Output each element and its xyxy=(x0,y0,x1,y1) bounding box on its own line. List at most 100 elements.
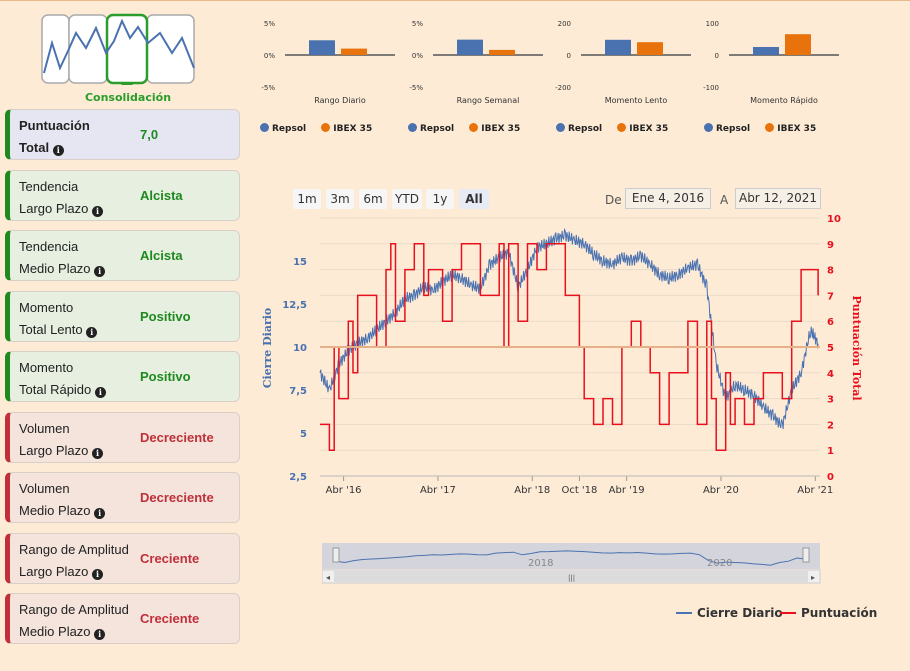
info-icon[interactable]: i xyxy=(94,508,106,519)
right-ytick-label: 5 xyxy=(827,343,834,354)
scroll-right-icon: ▸ xyxy=(811,573,815,582)
mini-bar-repsol xyxy=(605,39,631,55)
date-from-input[interactable]: Ene 4, 2016 xyxy=(625,188,711,209)
mini-ytick-label: -5% xyxy=(409,84,423,92)
right-ytick-label: 8 xyxy=(827,266,834,277)
left-ytick-label: 15 xyxy=(293,257,307,268)
navigator-mask xyxy=(322,543,820,569)
card-label: Momento Total Lento i xyxy=(19,297,98,341)
consolidation-pattern-icon xyxy=(41,13,195,85)
xtick-label: Abr '21 xyxy=(797,485,833,496)
card-value: Decreciente xyxy=(140,490,214,505)
info-icon[interactable]: i xyxy=(92,206,104,217)
mini-ytick-label: -100 xyxy=(703,84,719,92)
mini-ytick-label: -5% xyxy=(261,84,275,92)
mini-chart-title: Momento Rápido xyxy=(750,96,818,105)
mini-legend: Repsol IBEX 35 xyxy=(408,123,532,134)
card-value: Positivo xyxy=(140,309,191,324)
xtick-label: Abr '19 xyxy=(609,485,645,496)
indicator-card: Volumen Largo Plazo i Decreciente xyxy=(5,412,240,463)
range-ytd-button[interactable]: YTD xyxy=(392,189,422,209)
mini-bar-repsol xyxy=(309,40,335,55)
card-value: Alcista xyxy=(140,248,183,263)
card-label: Momento Total Rápido i xyxy=(19,357,106,401)
mini-ytick-label: 5% xyxy=(412,20,423,28)
info-icon[interactable]: i xyxy=(86,327,98,338)
range-6m-button[interactable]: 6m xyxy=(359,189,387,209)
navigator-label: 2018 xyxy=(528,558,553,569)
indicator-card: Rango de Amplitud Medio Plazo i Creciente xyxy=(5,593,240,644)
card-label: Volumen Largo Plazo i xyxy=(19,418,104,462)
card-value: Positivo xyxy=(140,369,191,384)
mini-bar-ibex xyxy=(489,49,515,55)
navigator-handle-left xyxy=(332,547,340,563)
navigator-handle-right xyxy=(802,547,810,563)
left-ytick-label: 7,5 xyxy=(289,386,307,397)
card-label: Tendencia Medio Plazo i xyxy=(19,236,106,280)
xtick-label: Abr '18 xyxy=(514,485,550,496)
card-label: Volumen Medio Plazo i xyxy=(19,478,106,522)
right-ytick-label: 1 xyxy=(827,446,834,457)
mini-chart-title: Momento Lento xyxy=(605,96,668,105)
mini-ytick-label: 0 xyxy=(567,52,571,60)
left-ytick-label: 10 xyxy=(293,343,307,354)
date-to-input[interactable]: Abr 12, 2021 xyxy=(735,188,821,209)
card-label: Rango de Amplitud Largo Plazo i xyxy=(19,542,129,580)
mini-chart-title: Rango Diario xyxy=(314,96,366,105)
mini-chart-momento-lento: 200 0 -200 Momento Lento Repsol IBEX 35 xyxy=(551,11,696,141)
info-icon[interactable]: i xyxy=(94,629,106,640)
mini-ytick-label: 200 xyxy=(558,20,571,28)
mini-ytick-label: 5% xyxy=(264,20,275,28)
mini-bar-ibex xyxy=(637,42,663,55)
card-value: 7,0 xyxy=(140,127,159,142)
mini-chart-rango-semanal: 5% 0% -5% Rango Semanal Repsol IBEX 35 xyxy=(403,11,548,141)
right-ytick-label: 10 xyxy=(827,214,841,225)
price-score-chart: 0 1 2 3 4 5 6 7 8 9 10 2,5 5 7,5 10 12,5 15 Abr '16 Abr '1… xyxy=(261,214,863,496)
mini-bar-repsol xyxy=(753,47,779,55)
right-ytick-label: 0 xyxy=(827,472,834,483)
left-ytick-label: 5 xyxy=(300,429,307,440)
mini-bar-ibex xyxy=(785,34,811,55)
indicator-card: Puntuación Total i 7,0 xyxy=(5,109,240,160)
navigator-label: 2020 xyxy=(707,558,732,569)
range-1y-button[interactable]: 1y xyxy=(426,189,454,209)
range-3m-button[interactable]: 3m xyxy=(326,189,354,209)
legend-puntuacion[interactable]: Puntuación xyxy=(780,606,877,620)
chart-navigator[interactable]: 2018 2020 ◂ ▸ ||| xyxy=(322,541,822,586)
right-ytick-label: 4 xyxy=(827,369,834,380)
right-axis-title: Puntuación Total xyxy=(850,295,863,400)
card-value: Creciente xyxy=(140,611,200,626)
card-value: Creciente xyxy=(140,551,200,566)
indicator-card: Tendencia Medio Plazo i Alcista xyxy=(5,230,240,281)
indicator-card: Volumen Medio Plazo i Decreciente xyxy=(5,472,240,523)
mini-bar-repsol xyxy=(457,39,483,55)
pattern-label: Consolidación xyxy=(84,91,172,104)
right-ytick-label: 9 xyxy=(827,240,834,251)
mini-bar-ibex xyxy=(341,48,367,55)
card-value: Alcista xyxy=(140,188,183,203)
info-icon[interactable]: i xyxy=(92,569,104,580)
info-icon[interactable]: i xyxy=(52,145,64,156)
mini-chart-title: Rango Semanal xyxy=(457,96,520,105)
xtick-label: Abr '17 xyxy=(420,485,456,496)
scroll-left-icon: ◂ xyxy=(326,573,330,582)
mini-legend: Repsol IBEX 35 xyxy=(556,123,680,134)
range-all-button[interactable]: All xyxy=(459,189,489,209)
card-label: Tendencia Largo Plazo i xyxy=(19,176,104,220)
info-icon[interactable]: i xyxy=(92,448,104,459)
mini-chart-momento-rapido: 100 0 -100 Momento Rápido Repsol IBEX 35 xyxy=(699,11,844,141)
info-icon[interactable]: i xyxy=(94,387,106,398)
scrollbar-grip-icon: ||| xyxy=(568,574,575,582)
date-to-label: A xyxy=(720,193,729,207)
date-from-label: De xyxy=(605,193,622,207)
range-1m-button[interactable]: 1m xyxy=(293,189,321,209)
info-icon[interactable]: i xyxy=(94,266,106,277)
mini-ytick-label: 100 xyxy=(706,20,719,28)
mini-chart-rango-diario: 5% 0% -5% Rango Diario Repsol IBEX 35 xyxy=(255,11,400,141)
mini-ytick-label: 0% xyxy=(264,52,275,60)
navigator-series xyxy=(335,550,805,566)
left-ytick-label: 12,5 xyxy=(282,300,307,311)
legend-cierre-diario[interactable]: Cierre Diario xyxy=(676,606,783,620)
mini-ytick-label: 0 xyxy=(715,52,719,60)
left-axis-title: Cierre Diario xyxy=(261,308,274,389)
